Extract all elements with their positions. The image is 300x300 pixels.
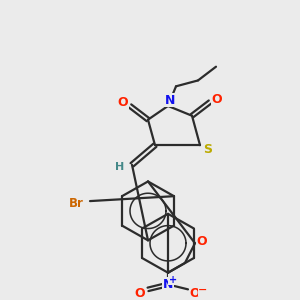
- Text: H: H: [116, 162, 124, 172]
- Text: O: O: [190, 287, 200, 300]
- Text: N: N: [163, 278, 173, 291]
- Text: O: O: [118, 97, 128, 110]
- Text: +: +: [169, 274, 177, 285]
- Text: O: O: [135, 287, 145, 300]
- Text: Br: Br: [69, 196, 83, 209]
- Text: N: N: [165, 94, 175, 106]
- Text: O: O: [212, 93, 222, 106]
- Text: O: O: [197, 235, 207, 248]
- Text: S: S: [203, 142, 212, 156]
- Text: −: −: [198, 285, 208, 295]
